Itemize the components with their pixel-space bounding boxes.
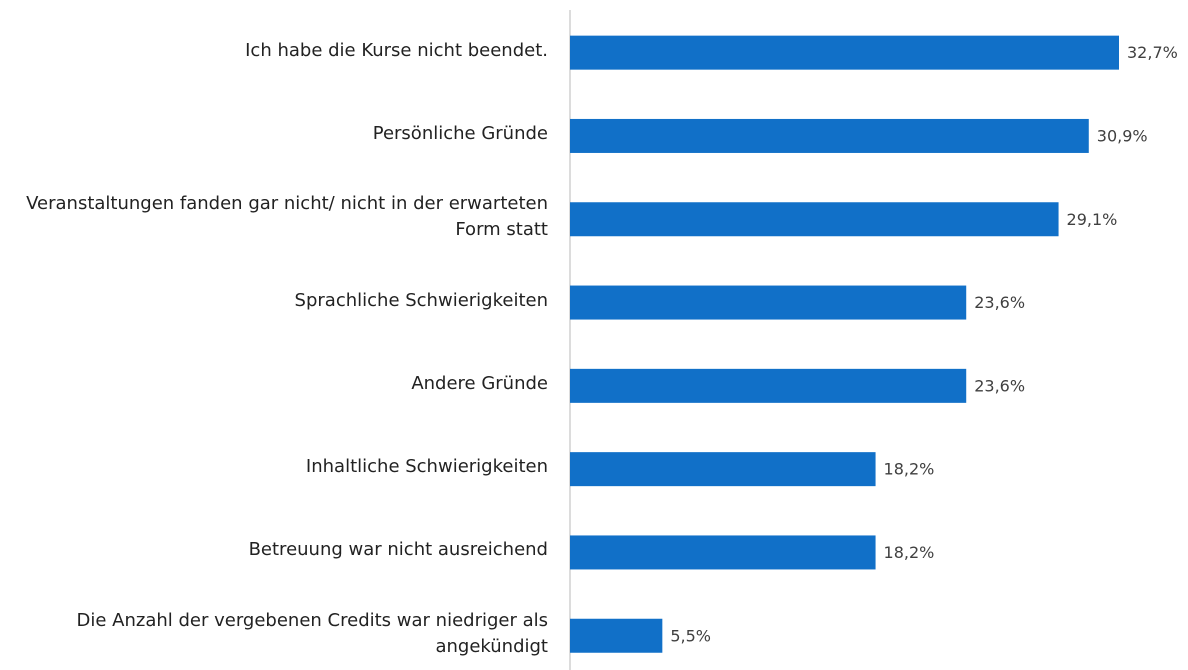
value-label: 30,9% (1097, 126, 1148, 145)
category-label: Andere Gründe (411, 372, 548, 394)
bar (570, 35, 1119, 70)
bar (570, 368, 967, 403)
value-label: 18,2% (884, 543, 935, 562)
category-label: Ich habe die Kurse nicht beendet. (245, 39, 548, 61)
category-label: Inhaltliche Schwierigkeiten (305, 456, 548, 478)
value-label: 32,7% (1127, 43, 1178, 62)
value-label: 18,2% (884, 460, 935, 479)
category-label: Veranstaltungen fanden gar nicht/ nicht … (26, 193, 548, 241)
category-label: Persönliche Gründe (372, 122, 548, 144)
bar (570, 452, 876, 487)
value-label: 29,1% (1067, 210, 1118, 229)
category-label: Betreuung war nicht ausreichend (248, 539, 548, 561)
category-label: Die Anzahl der vergebenen Credits war ni… (76, 609, 548, 657)
value-label: 23,6% (974, 293, 1025, 312)
bar (570, 118, 1089, 153)
value-label: 23,6% (974, 376, 1025, 395)
bar (570, 535, 876, 570)
bar (570, 618, 663, 653)
category-label: Sprachliche Schwierigkeiten (294, 289, 548, 311)
bar (570, 285, 967, 320)
bar (570, 202, 1059, 237)
value-label: 5,5% (670, 626, 711, 645)
